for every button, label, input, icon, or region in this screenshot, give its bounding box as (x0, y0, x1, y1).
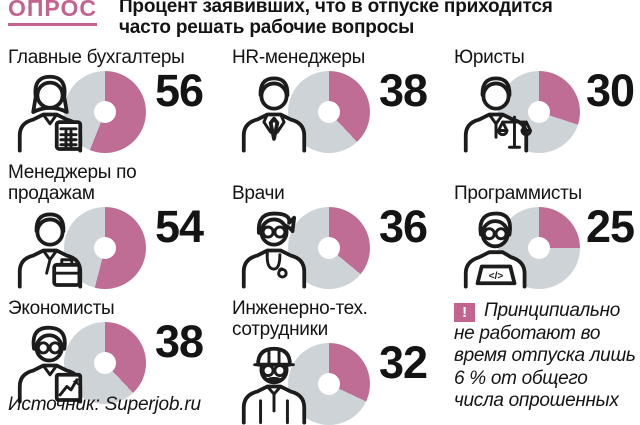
programmer-icon: </> (454, 206, 538, 290)
value-number: 25 (586, 201, 635, 252)
value-number: 32 (379, 337, 428, 388)
category-label: Экономисты (8, 298, 115, 319)
stat-card-sales-managers: Менеджеры по продажам 54 (8, 162, 232, 290)
donut-group: 36 (232, 201, 454, 290)
donut-group: 38 (8, 316, 232, 405)
title-line-2: часто решать рабочие вопросы (118, 17, 415, 38)
accountant-icon (8, 70, 92, 154)
category-label: Врачи (232, 183, 285, 204)
value-number: 54 (155, 201, 204, 252)
category-label: Юристы (454, 47, 525, 68)
value-number: 56 (155, 65, 204, 116)
donut-group: 54 (8, 201, 232, 290)
exclamation-icon: ! (454, 303, 475, 322)
title-line-1: Процент заявивших, что в отпуске приходи… (118, 0, 553, 17)
stat-card-economists: Экономисты (8, 298, 232, 425)
value-number: 38 (155, 316, 204, 367)
donut-group: 30 (454, 65, 640, 154)
donut-group: </> 25 (454, 201, 640, 290)
value-number: 38 (379, 65, 428, 116)
stat-card-programmers: Программисты </> 25 (454, 162, 640, 290)
donut-group: 38 (232, 65, 454, 154)
lawyer-icon (454, 70, 538, 154)
stat-card-doctors: Врачи 36 (232, 162, 454, 290)
doctor-icon (232, 206, 316, 290)
page-title: Процент заявивших, что в отпуске приходи… (119, 0, 553, 38)
source-credit: Источник: Superjob.ru (8, 394, 201, 415)
note-text: Принципиально не работают во время отпус… (454, 300, 636, 411)
note-text-block: ! Принципиально не работают во время отпу… (454, 298, 636, 413)
stats-grid: Главные бухгалтеры 56 HR-мене (8, 47, 640, 425)
economist-icon (8, 321, 92, 405)
stat-card-hr-managers: HR-менеджеры 38 (232, 47, 454, 154)
category-label: Программисты (454, 183, 582, 204)
stat-card-engineers: Инженерно-тех. сотрудники (232, 298, 454, 425)
header: ОПРОС Процент заявивших, что в отпуске п… (8, 0, 640, 38)
kicker-label: ОПРОС (8, 0, 97, 26)
hr-manager-icon (232, 70, 316, 154)
category-label: Главные бухгалтеры (8, 47, 185, 68)
stat-card-lawyers: Юристы 30 (454, 47, 640, 154)
category-label: HR-менеджеры (232, 47, 366, 68)
value-number: 36 (379, 201, 428, 252)
value-number: 30 (586, 65, 635, 116)
donut-group: 56 (8, 65, 232, 154)
sales-manager-icon (8, 206, 92, 290)
category-label: Инженерно-тех. сотрудники (232, 298, 368, 340)
stat-card-accountants: Главные бухгалтеры 56 (8, 47, 232, 154)
engineer-icon (232, 342, 316, 425)
category-label: Менеджеры по продажам (8, 162, 137, 204)
svg-text:</>: </> (489, 271, 504, 282)
note-card: ! Принципиально не работают во время отпу… (454, 298, 640, 425)
donut-group: 32 (232, 337, 454, 425)
